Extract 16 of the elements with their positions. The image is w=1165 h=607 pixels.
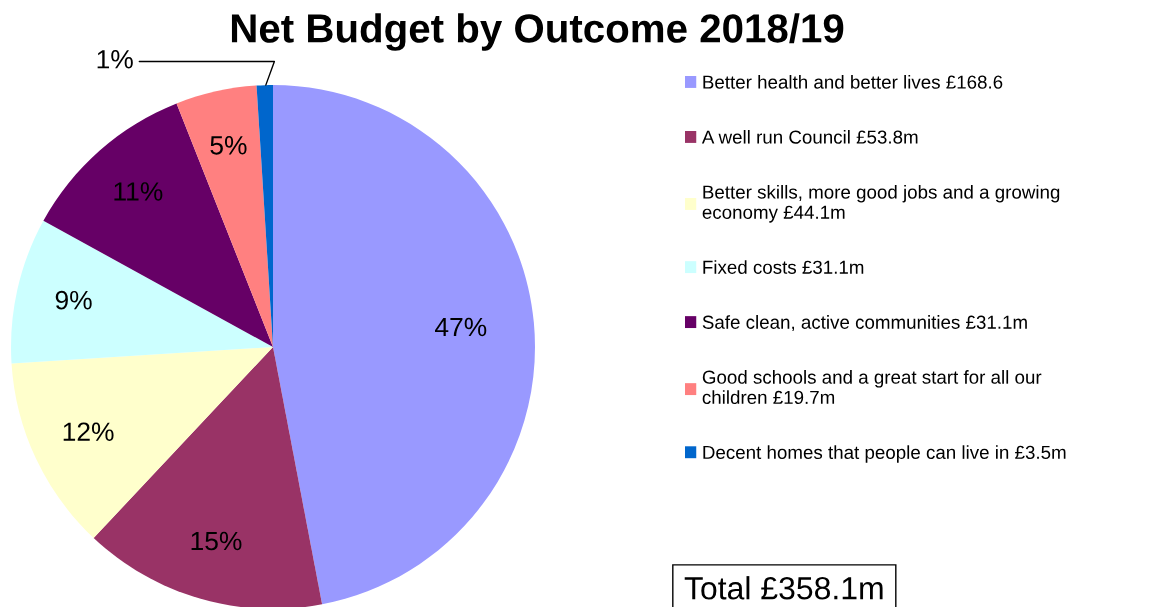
data-label: 9% [55,290,92,310]
legend-label: Safe clean, active communities £31.1m [702,315,1027,332]
legend-label: Better health and better lives £168.6 [703,75,1003,89]
legend-label: Good schools and a great start for all our children £19.7m [702,370,1042,405]
legend-label: Decent homes that people can live in £3.5m [703,445,1066,463]
chart-title: Net Budget by Outcome 2018/19 [231,13,844,51]
legend-label: A well run Council £53.8m [701,129,918,144]
text: Total £358.1m [684,576,883,600]
data-label: 1% [97,50,133,69]
legend-label: Fixed costs £31.1m [703,260,864,274]
data-label: 12% [63,422,114,441]
legend-label: Better skills, more good jobs and a growing economy £44.1m [702,184,1060,223]
data-label: 5% [210,136,247,155]
data-label: 15% [191,531,242,551]
data-label: 11% [114,182,163,201]
data-label: 47% [435,317,487,337]
